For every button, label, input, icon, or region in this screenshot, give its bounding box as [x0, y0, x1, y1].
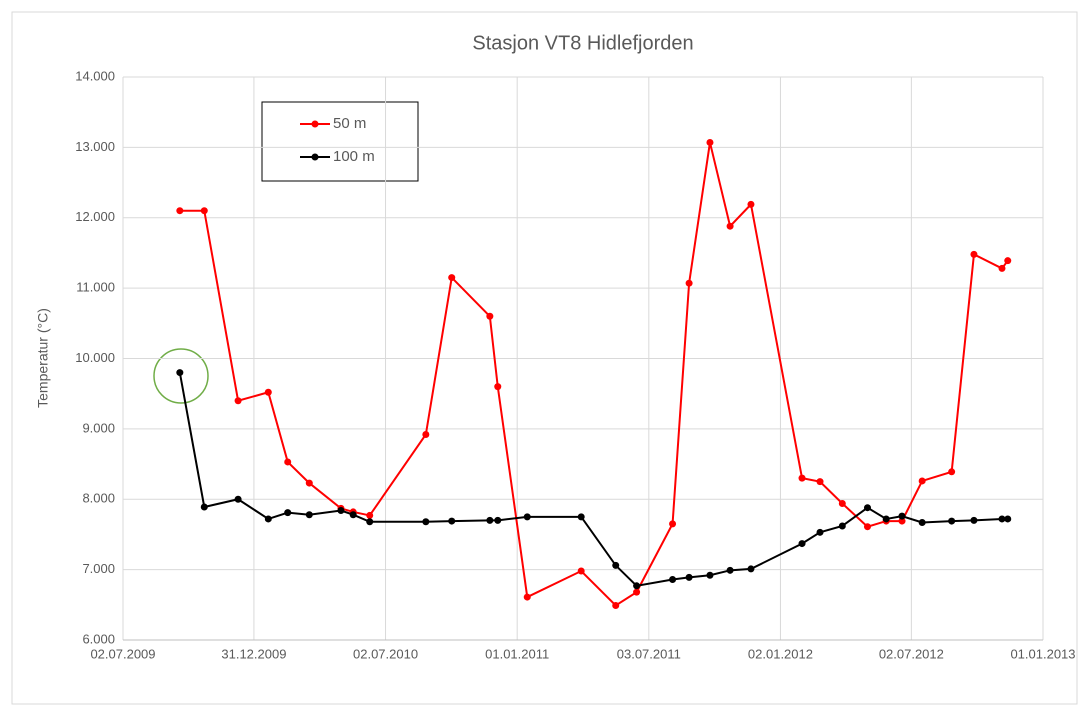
data-point: [234, 397, 242, 405]
data-point: [523, 593, 531, 601]
y-tick-label: 9.000: [82, 420, 115, 435]
y-tick-label: 7.000: [82, 561, 115, 576]
x-tick-label: 31.12.2009: [221, 646, 286, 661]
data-point: [706, 138, 714, 146]
data-point: [1004, 257, 1012, 265]
data-point: [669, 575, 677, 583]
data-point: [816, 478, 824, 486]
data-point: [898, 512, 906, 520]
x-tick-label: 02.07.2009: [90, 646, 155, 661]
data-point: [284, 509, 292, 517]
data-point: [422, 518, 430, 526]
highlight-circle: [153, 348, 209, 404]
legend-box: [261, 101, 419, 182]
data-point: [882, 515, 890, 523]
x-tick-label: 01.01.2013: [1010, 646, 1075, 661]
data-point: [234, 495, 242, 503]
data-point: [305, 479, 313, 487]
data-point: [486, 516, 494, 524]
data-point: [448, 517, 456, 525]
data-point: [948, 468, 956, 476]
y-tick-label: 8.000: [82, 491, 115, 506]
data-point: [669, 520, 677, 528]
data-point: [577, 513, 585, 521]
data-point: [264, 515, 272, 523]
data-point: [726, 566, 734, 574]
data-point: [633, 588, 641, 596]
data-point: [998, 515, 1006, 523]
data-point: [612, 602, 620, 610]
data-point: [685, 279, 693, 287]
data-point: [726, 222, 734, 230]
data-point: [176, 369, 184, 377]
data-point: [1004, 515, 1012, 523]
data-point: [747, 565, 755, 573]
data-point: [633, 582, 641, 590]
x-tick-label: 03.07.2011: [617, 646, 681, 661]
legend-marker: [311, 153, 319, 161]
x-tick-label: 02.07.2010: [353, 646, 418, 661]
data-point: [448, 274, 456, 282]
y-tick-label: 6.000: [82, 631, 115, 646]
data-point: [838, 499, 846, 507]
data-point: [948, 517, 956, 525]
legend-label: 100 m: [333, 148, 375, 165]
data-point: [200, 503, 208, 511]
data-point: [200, 207, 208, 215]
data-point: [918, 518, 926, 526]
legend-label: 50 m: [333, 115, 366, 132]
data-point: [898, 517, 906, 525]
y-tick-label: 10.000: [75, 350, 115, 365]
data-point: [863, 523, 871, 531]
y-tick-label: 13.000: [75, 139, 115, 154]
data-point: [798, 474, 806, 482]
data-point: [816, 528, 824, 536]
y-tick-label: 11.000: [76, 280, 115, 295]
y-tick-label: 12.000: [75, 209, 115, 224]
data-point: [747, 200, 755, 208]
legend-marker: [311, 120, 319, 128]
y-axis-label: Temperatur (°C): [35, 308, 51, 408]
data-point: [486, 312, 494, 320]
data-point: [264, 388, 272, 396]
data-point: [838, 522, 846, 530]
data-point: [337, 507, 345, 515]
data-point: [349, 511, 357, 519]
data-point: [970, 516, 978, 524]
data-point: [494, 516, 502, 524]
data-point: [366, 518, 374, 526]
x-tick-label: 02.01.2012: [748, 646, 813, 661]
data-point: [366, 511, 374, 519]
data-point: [284, 458, 292, 466]
data-point: [577, 567, 585, 575]
chart-title: Stasjon VT8 Hidlefjorden: [472, 32, 693, 54]
x-tick-label: 01.01.2011: [485, 646, 549, 661]
data-point: [998, 264, 1006, 272]
data-point: [422, 431, 430, 439]
data-point: [918, 477, 926, 485]
data-point: [706, 571, 714, 579]
data-point: [305, 511, 313, 519]
data-point: [176, 207, 184, 215]
data-point: [523, 513, 531, 521]
data-point: [863, 504, 871, 512]
data-point: [798, 540, 806, 548]
x-tick-label: 02.07.2012: [879, 646, 944, 661]
y-tick-label: 14.000: [75, 68, 115, 83]
data-point: [970, 250, 978, 258]
data-point: [685, 573, 693, 581]
data-point: [612, 561, 620, 569]
data-point: [494, 383, 502, 391]
